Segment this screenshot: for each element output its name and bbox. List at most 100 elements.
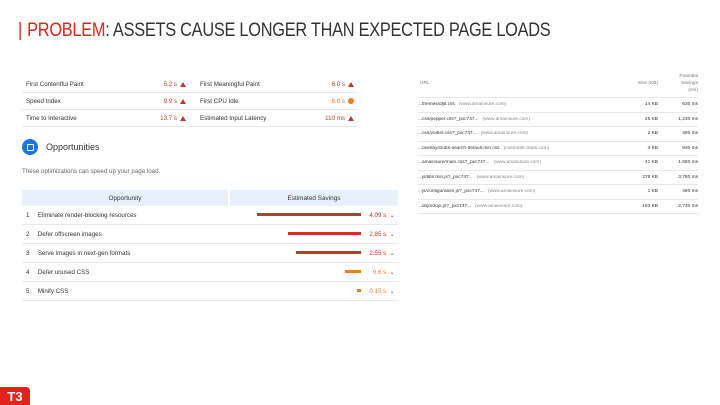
size-cell: 14 KB — [644, 102, 658, 108]
opportunity-name: Minify CSS — [37, 287, 69, 295]
savings-cell: 930 ms — [682, 145, 698, 151]
savings-value: 4.09 s — [369, 211, 387, 219]
opportunity-number: 1 — [26, 211, 30, 219]
opportunity-row[interactable]: 2 Defer offscreen images 2.85 s ⌄ — [22, 225, 398, 244]
metric-row: First Contentful Paint 5.2 s First Meaning… — [22, 76, 358, 93]
savings-bar-track — [235, 289, 361, 293]
savings-cell: 630 ms — [682, 102, 698, 108]
metric-value: 9.9 s — [163, 97, 177, 105]
url-row: ...js/configuration.js?_pxc747... (www.am… — [418, 185, 698, 200]
metric-value: 6.0 s — [331, 97, 345, 105]
opportunities-subtitle: These optimizations can speed up your pa… — [22, 168, 161, 175]
url-host: (www.amainsure.com) — [458, 102, 507, 108]
opportunity-row[interactable]: 4 Defer unused CSS 0.6 s ⌄ — [22, 263, 398, 282]
size-cell: 1 KB — [647, 189, 658, 195]
savings-bar — [288, 232, 361, 235]
opportunity-number: 2 — [26, 230, 30, 238]
url-path: ...overlay/clubs-search-default.min.css — [418, 145, 500, 151]
fail-triangle-icon — [180, 98, 186, 104]
url-host: (customer.clubs.com) — [503, 145, 550, 151]
col-size: Size (KB) — [637, 81, 658, 86]
url-row: ...css/vodlet.css?_pxc747... (www.amainsu… — [418, 127, 698, 142]
opportunity-name: Serve images in next-gen formats — [37, 249, 131, 257]
title-accent-bar: | — [18, 20, 22, 41]
metric-value: 13.7 s — [160, 114, 177, 122]
url-table: URL Size (KB) Potential Savings (ms) ...… — [418, 70, 698, 214]
metric-value: 5.2 s — [163, 80, 177, 88]
chevron-down-icon[interactable]: ⌄ — [389, 212, 395, 219]
chevron-down-icon[interactable]: ⌄ — [389, 231, 395, 238]
url-row: ...dojo/dojo.js?_pxc747... (www.amainsure… — [418, 200, 698, 214]
opportunity-number: 5 — [26, 287, 30, 295]
opportunity-name: Eliminate render-blocking resources — [37, 211, 137, 219]
chevron-down-icon[interactable]: ⌄ — [389, 288, 395, 295]
fail-triangle-icon — [348, 115, 354, 121]
opportunity-number: 3 — [26, 249, 30, 257]
savings-cell: 480 ms — [682, 131, 698, 137]
metric-value: 6.0 s — [331, 80, 345, 88]
average-circle-icon — [348, 98, 354, 104]
metric-name: Estimated Input Latency — [200, 114, 267, 122]
size-cell: 183 KB — [642, 203, 658, 209]
chevron-down-icon[interactable]: ⌄ — [389, 250, 395, 257]
metric: Time to Interactive 13.7 s — [22, 115, 190, 122]
url-cell: ...js/configuration.js?_pxc747... (www.am… — [418, 189, 614, 194]
slide-title: | PROBLEM: ASSETS CAUSE LONGER THAN EXPEC… — [18, 20, 551, 42]
url-host: (www.amainsure.com) — [487, 189, 536, 195]
savings-value: 2.85 s — [369, 230, 387, 238]
savings-value: 0.6 s — [372, 268, 387, 276]
savings-cell: 1,230 ms — [678, 116, 698, 122]
savings-cell: 480 ms — [682, 189, 698, 195]
savings-cell: 2,730 ms — [678, 203, 698, 209]
url-path: ...amainsure/main.css?_pxc747... — [418, 160, 490, 166]
url-cell: ...js/libs.min.js?_pxc747... (www.amainsu… — [418, 175, 614, 180]
metric: First Meaningful Paint 6.0 s — [190, 81, 358, 88]
url-table-header: URL Size (KB) Potential Savings (ms) — [418, 70, 698, 98]
size-cell: 41 KB — [644, 160, 658, 166]
savings-cell: 1,680 ms — [678, 160, 698, 166]
metric: Estimated Input Latency 110 ms — [190, 115, 358, 122]
opportunities-title: Opportunities — [46, 142, 100, 152]
savings-bar — [295, 251, 361, 254]
url-row: ...js/libs.min.js?_pxc747... (www.amainsu… — [418, 171, 698, 185]
url-path: ...themes/dljit.css — [418, 102, 455, 108]
savings-bar — [256, 213, 361, 216]
savings-bar — [356, 289, 361, 292]
metric-row: Speed Index 9.9 s First CPU Idle 6.0 s — [22, 93, 358, 110]
url-cell: ...overlay/clubs-search-default.min.css(… — [418, 146, 614, 151]
opportunity-name: Defer unused CSS — [37, 268, 90, 276]
opportunity-row[interactable]: 3 Serve images in next-gen formats 2.55 s ⌄ — [22, 244, 398, 263]
col-url: URL — [420, 81, 430, 86]
fail-triangle-icon — [180, 81, 186, 87]
url-host: (www.amainsure.com) — [482, 116, 530, 122]
savings-bar — [345, 270, 361, 273]
chevron-down-icon[interactable]: ⌄ — [389, 269, 395, 276]
metric-name: Time to Interactive — [26, 114, 77, 122]
url-path: ...js/configuration.js?_pxc747... — [418, 189, 484, 195]
metrics-grid: First Contentful Paint 5.2 s First Meaning… — [22, 76, 358, 127]
size-cell: 25 KB — [644, 116, 658, 122]
savings-bar-track — [235, 251, 361, 255]
url-row: ...amainsure/main.css?_pxc747... (www.ama… — [418, 156, 698, 171]
metric: First CPU Idle 6.0 s — [190, 98, 358, 105]
opportunity-row[interactable]: 5 Minify CSS 0.15 s ⌄ — [22, 282, 398, 301]
url-path: ...dojo/dojo.js?_pxc747... — [418, 203, 472, 209]
opportunities-table-header: Opportunity Estimated Savings — [22, 190, 398, 206]
url-host: (www.amainsure.com) — [475, 203, 523, 209]
t3-logo: T3 — [0, 387, 30, 405]
url-row: ...overlay/clubs-search-default.min.css(… — [418, 142, 698, 156]
metric-name: First Contentful Paint — [26, 80, 84, 88]
url-host: (www.amainsure.com) — [480, 131, 529, 137]
url-host: (www.amainsure.com) — [493, 160, 541, 166]
url-cell: ...amainsure/main.css?_pxc747... (www.ama… — [418, 160, 614, 165]
size-cell: 278 KB — [642, 174, 658, 180]
savings-value: 0.15 s — [369, 287, 387, 295]
metric-value: 110 ms — [325, 114, 345, 122]
url-cell: ...css/vodlet.css?_pxc747... (www.amainsu… — [418, 131, 614, 136]
metric-name: First CPU Idle — [200, 97, 239, 105]
opportunity-row[interactable]: 1 Eliminate render-blocking resources 4.09… — [22, 206, 398, 225]
savings-cell: 3,780 ms — [678, 174, 698, 180]
url-cell: ...css/pepper.css?_pxc747... (www.amainsu… — [418, 117, 614, 122]
url-row: ...themes/dljit.css (www.amainsure.com) 14… — [418, 98, 698, 113]
col-estimated-savings: Estimated Savings — [230, 190, 398, 206]
